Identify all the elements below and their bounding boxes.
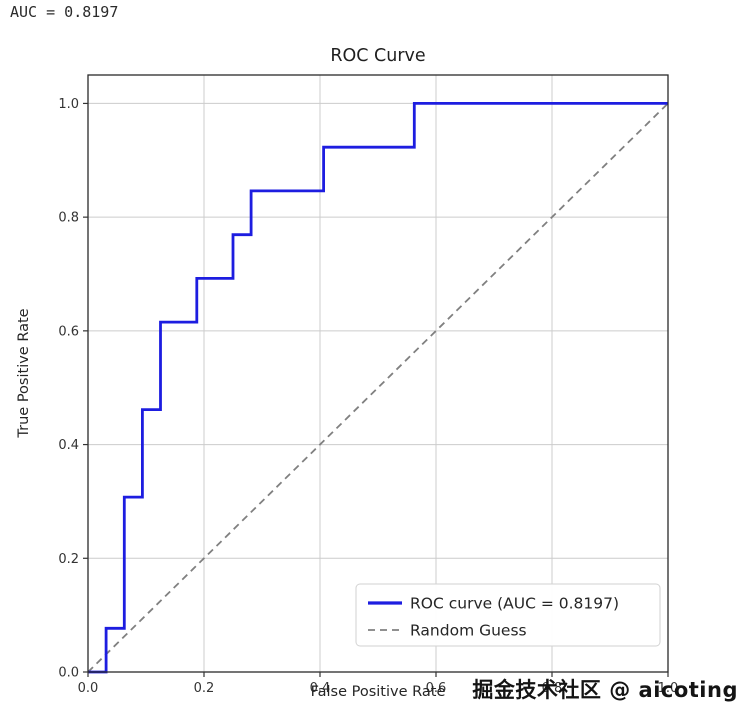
y-axis-label: True Positive Rate <box>16 308 32 438</box>
axes-spines <box>87 74 669 673</box>
legend-entry-label: Random Guess <box>410 622 527 640</box>
x-axis-label: False Positive Rate <box>310 684 446 700</box>
plot-background <box>88 75 668 672</box>
x-tick-label: 0.0 <box>78 681 99 696</box>
x-tick-label: 0.8 <box>542 681 563 696</box>
x-tick-label: 0.6 <box>426 681 447 696</box>
x-tick-label: 1.0 <box>658 681 679 696</box>
legend-box <box>355 583 661 647</box>
y-tick-label: 0.2 <box>58 552 79 567</box>
roc-curve-line <box>88 102 668 674</box>
y-tick-label: 0.6 <box>58 324 79 339</box>
x-tick-label: 0.2 <box>194 681 215 696</box>
watermark-text: 掘金技术社区 @ aicoting <box>472 678 738 702</box>
random-guess-line <box>87 102 669 673</box>
legend-entry-label: ROC curve (AUC = 0.8197) <box>410 595 619 613</box>
x-tick-label: 0.4 <box>310 681 331 696</box>
y-tick-label: 0.8 <box>58 211 79 226</box>
y-tick-label: 0.4 <box>58 438 79 453</box>
y-tick-label: 1.0 <box>58 97 79 112</box>
chart-title: ROC Curve <box>330 46 426 66</box>
auc-output-text: AUC = 0.8197 <box>10 3 119 21</box>
y-tick-label: 0.0 <box>58 666 79 681</box>
